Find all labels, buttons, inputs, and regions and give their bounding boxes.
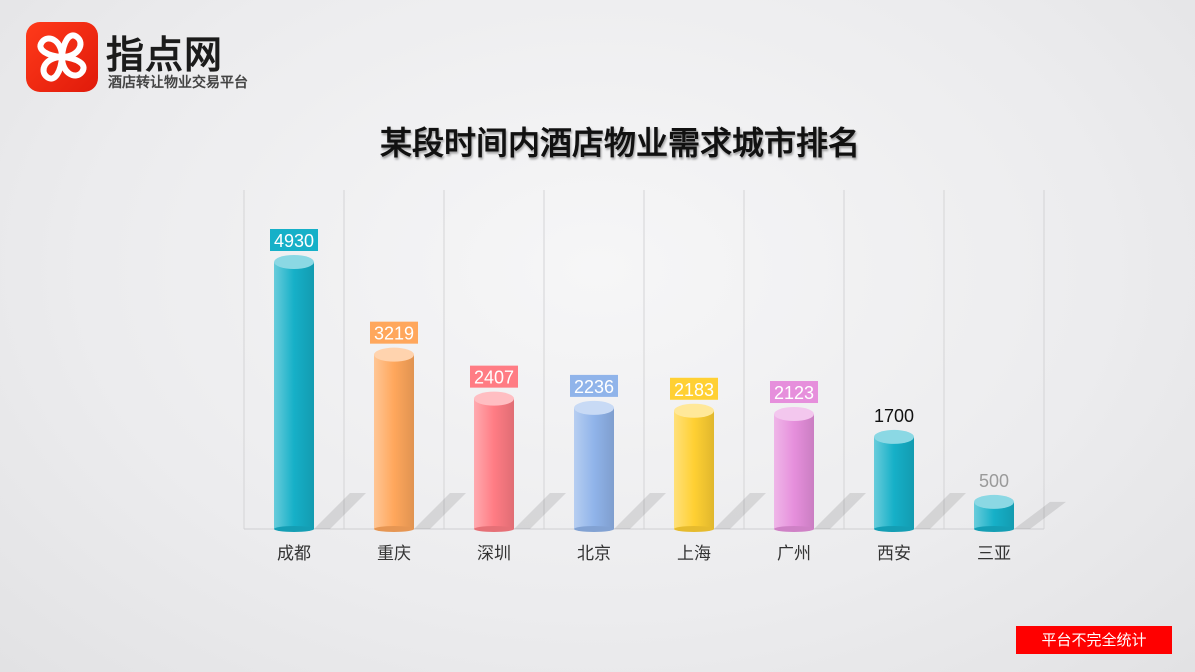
bar-base — [574, 526, 614, 532]
bar-cap — [574, 400, 614, 415]
bar — [274, 255, 366, 532]
value-label-box — [570, 374, 618, 397]
brand-name: 指点网 — [106, 33, 224, 77]
value-label: 4930 — [274, 231, 314, 251]
bar-body — [274, 262, 314, 529]
bar-base — [874, 526, 914, 532]
bar-shadow — [914, 493, 966, 529]
bar-cap — [774, 407, 814, 422]
bar-cap — [374, 347, 414, 362]
bar-base — [274, 526, 314, 532]
statistics-note: 平台不完全统计 — [1016, 626, 1172, 654]
bar-base — [974, 526, 1014, 532]
bar — [874, 429, 966, 532]
bar — [674, 403, 766, 532]
bar — [374, 347, 466, 532]
bar-cap — [874, 429, 914, 444]
brand-logo: 指点网 酒店转让物业交易平台 — [26, 22, 276, 94]
category-label: 三亚 — [977, 544, 1011, 564]
bar-base — [774, 526, 814, 532]
value-label-box — [670, 377, 718, 400]
value-label: 3219 — [374, 324, 414, 344]
bar-shadow — [314, 493, 366, 529]
bar-shadow — [814, 493, 866, 529]
bar — [974, 494, 1066, 532]
category-label: 重庆 — [377, 544, 411, 564]
bar-base — [374, 526, 414, 532]
bar-cap — [474, 391, 514, 406]
bar-shadow — [1014, 501, 1066, 529]
bar-shadow — [414, 493, 466, 529]
category-label: 西安 — [877, 544, 911, 564]
value-label-box — [370, 321, 418, 344]
bar-body — [574, 407, 614, 529]
category-label: 深圳 — [477, 544, 511, 564]
bar-shadow — [614, 493, 666, 529]
bar — [474, 391, 566, 532]
value-label: 2236 — [574, 377, 614, 397]
brand-tagline: 酒店转让物业交易平台 — [108, 75, 248, 91]
bar-cap — [974, 494, 1014, 509]
value-label-box — [470, 365, 518, 388]
bar-shadow — [714, 493, 766, 529]
bar-body — [374, 354, 414, 529]
value-label: 2123 — [774, 383, 814, 403]
value-label: 2407 — [474, 368, 514, 388]
value-label: 1700 — [874, 406, 914, 426]
chart-title: 某段时间内酒店物业需求城市排名 — [379, 124, 860, 162]
bar-base — [674, 526, 714, 532]
bar — [774, 407, 866, 532]
bar-shadow — [514, 493, 566, 529]
value-label: 2183 — [674, 380, 714, 400]
logo-mark-icon — [26, 22, 98, 92]
bar-body — [774, 414, 814, 529]
category-label: 北京 — [577, 544, 611, 564]
bar-body — [674, 410, 714, 529]
category-label: 上海 — [677, 544, 711, 564]
category-label: 成都 — [277, 544, 311, 564]
bar-base — [474, 526, 514, 532]
value-label-box — [770, 381, 818, 404]
bar — [574, 400, 666, 532]
value-label-box — [270, 229, 318, 251]
value-label: 500 — [979, 471, 1009, 491]
bar-body — [874, 436, 914, 529]
bar-body — [474, 398, 514, 529]
category-label: 广州 — [777, 544, 811, 564]
bar-cap — [674, 403, 714, 418]
bar-cap — [274, 255, 314, 269]
